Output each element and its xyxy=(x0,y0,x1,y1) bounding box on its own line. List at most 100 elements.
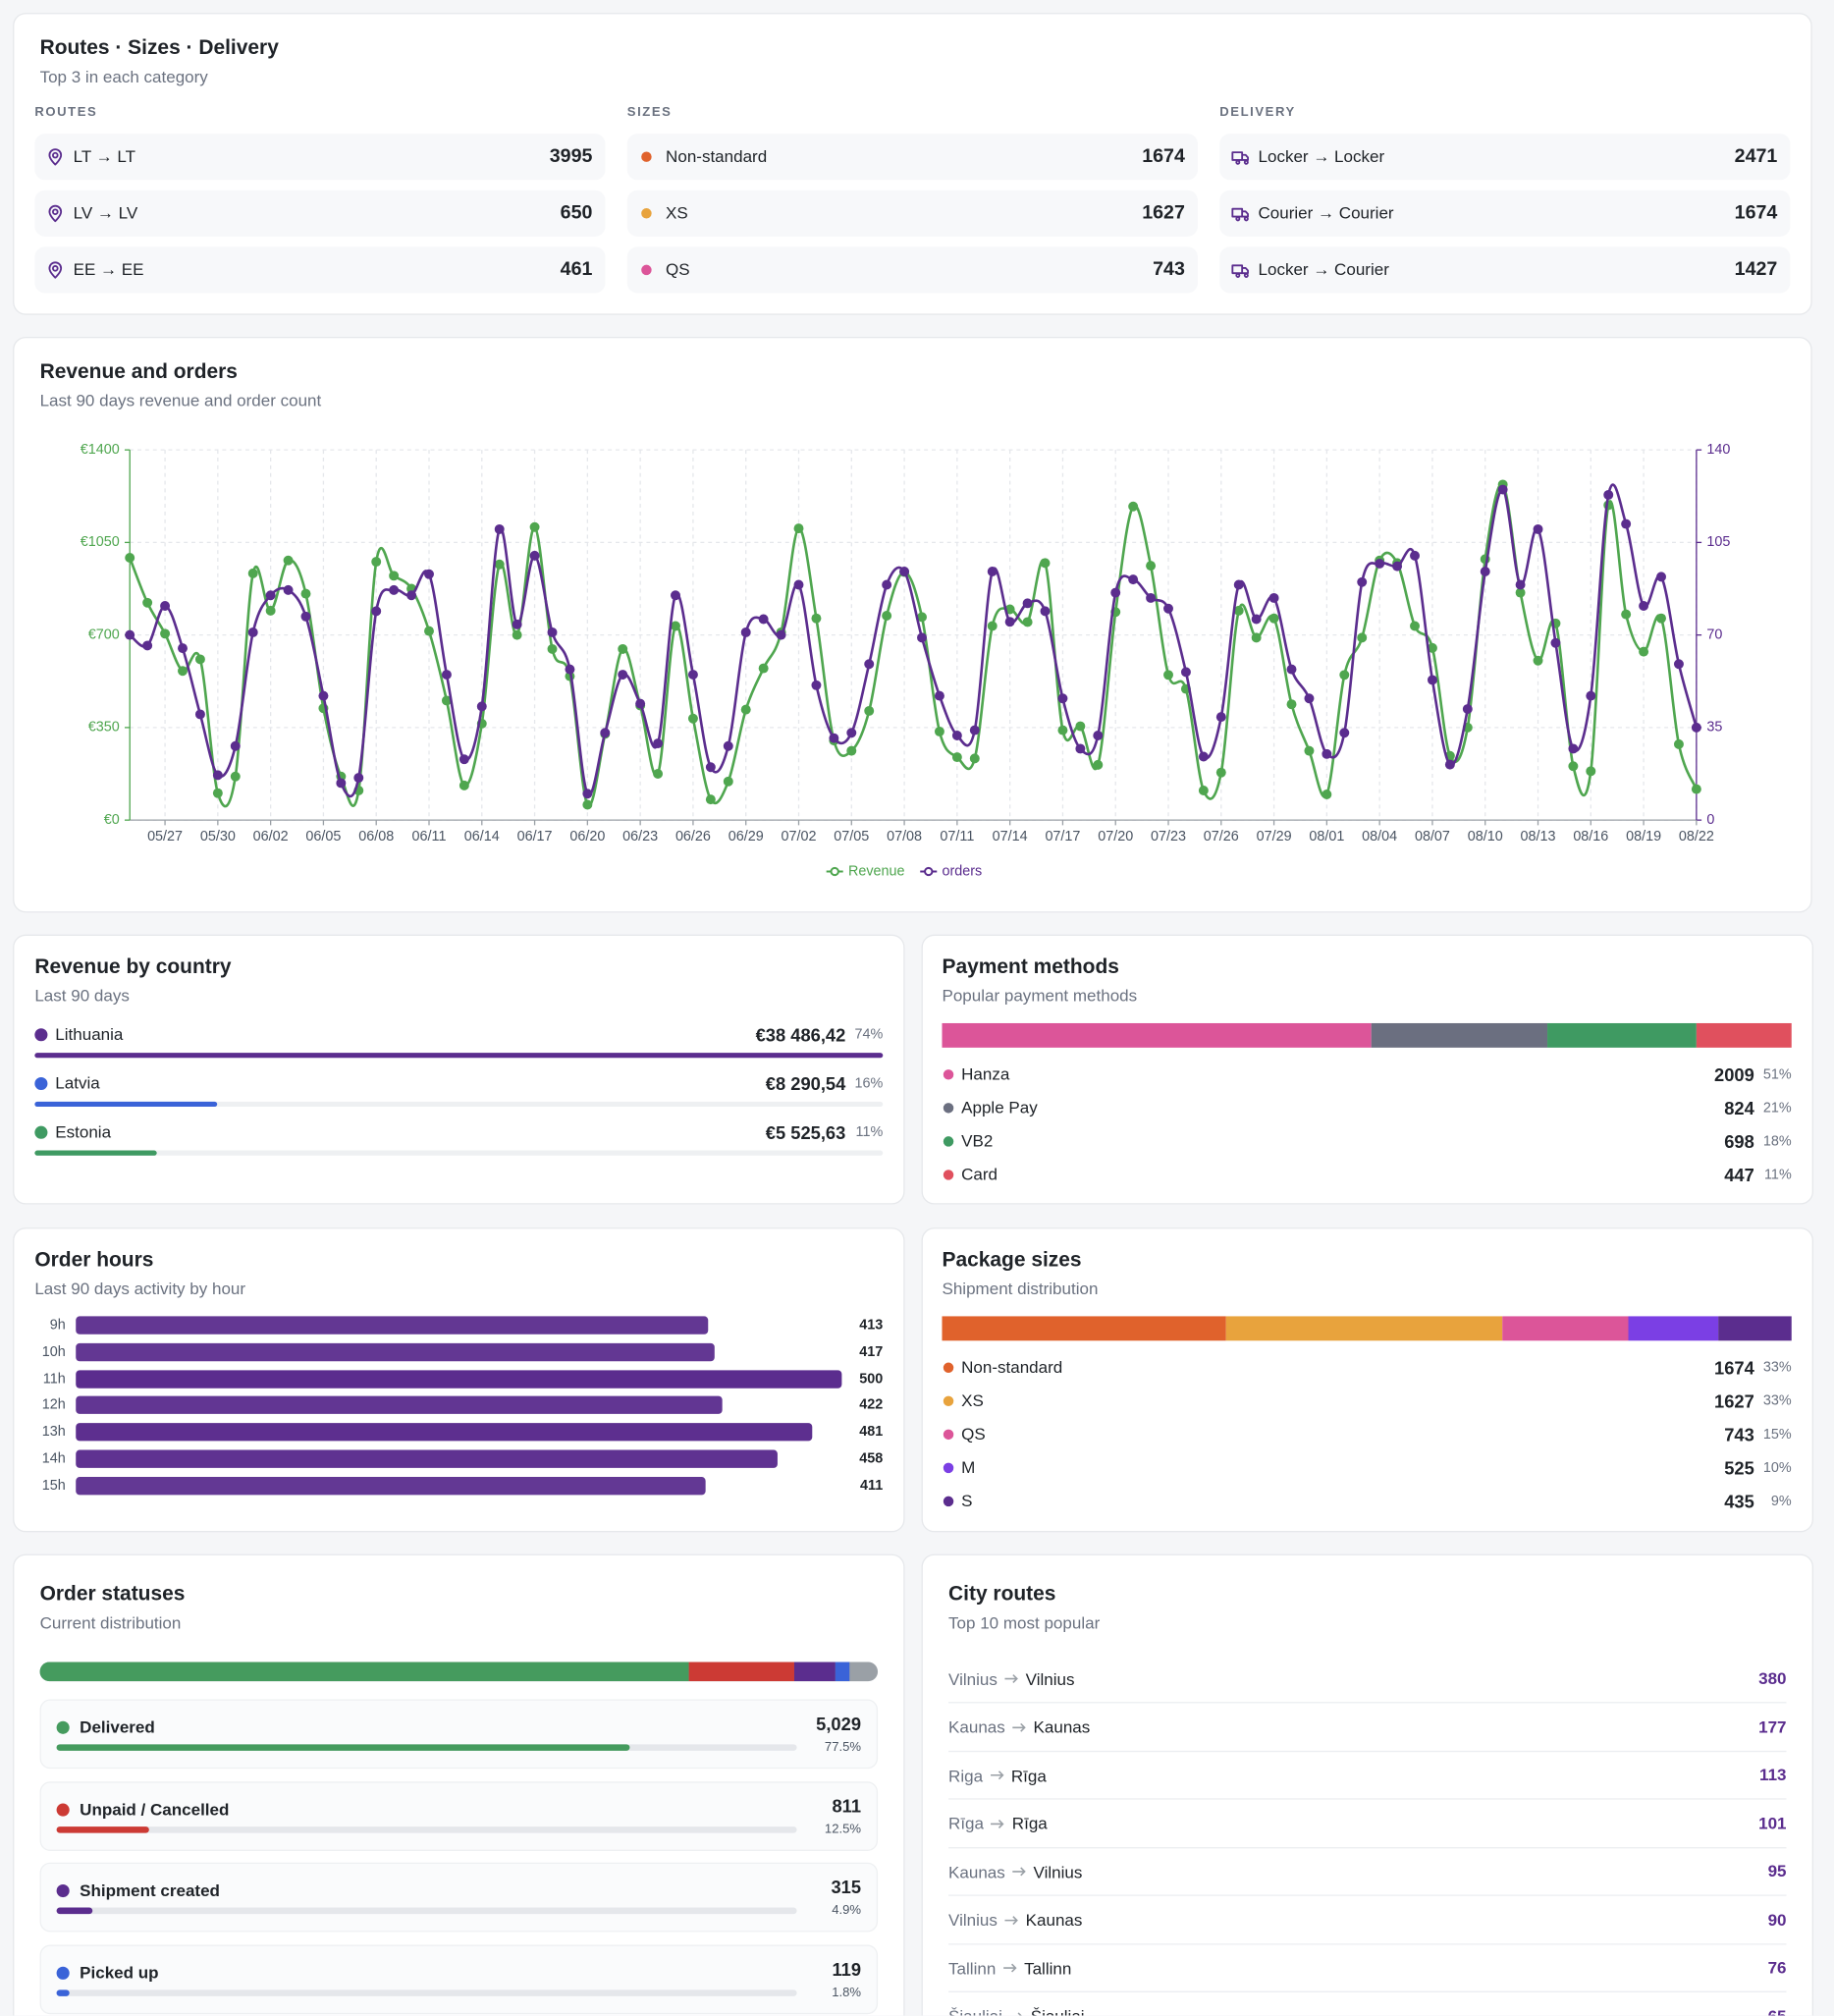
arrow-icon xyxy=(1009,2011,1023,2016)
data-point xyxy=(776,629,786,640)
legend-value: 698 xyxy=(1724,1130,1754,1152)
icon-path xyxy=(1231,207,1249,222)
legend-share: 33% xyxy=(1762,1392,1792,1409)
data-point xyxy=(512,629,522,640)
x-tick-label: 06/08 xyxy=(358,829,394,845)
data-point xyxy=(125,553,135,563)
data-point xyxy=(934,690,944,701)
route-label: Vilnius Vilnius xyxy=(948,1667,1074,1691)
row-separator xyxy=(948,1750,1787,1752)
row-label: EE → EE xyxy=(73,259,144,280)
data-point xyxy=(160,601,171,611)
data-point xyxy=(653,769,664,779)
status-value: 811 xyxy=(832,1795,862,1816)
legend-share: 21% xyxy=(1762,1100,1792,1117)
card-title: Payment methods xyxy=(942,955,1119,979)
data-point xyxy=(406,590,417,601)
route-from: Kaunas xyxy=(948,1716,1005,1737)
hour-bar xyxy=(76,1342,715,1361)
legend-value: 1627 xyxy=(1714,1390,1754,1412)
hour-bar xyxy=(76,1396,723,1415)
data-point xyxy=(1304,745,1315,756)
row-label: LV → LV xyxy=(73,202,138,223)
icon-path xyxy=(1012,1722,1026,1732)
route-to: Kaunas xyxy=(1033,1716,1091,1737)
card-title: Revenue by country xyxy=(34,955,232,979)
data-point xyxy=(300,588,311,599)
row-label: Courier → Courier xyxy=(1258,202,1394,223)
x-tick-label: 07/26 xyxy=(1204,829,1239,845)
data-point xyxy=(1691,722,1701,733)
data-point xyxy=(671,621,680,631)
row-value: 650 xyxy=(560,201,593,224)
card-subtitle: Top 10 most popular xyxy=(948,1612,1101,1633)
series-line xyxy=(129,483,1699,798)
route-to: Vilnius xyxy=(1033,1862,1083,1881)
status-share: 1.8% xyxy=(832,1985,862,2000)
data-point xyxy=(1233,605,1244,616)
x-tick-label: 08/22 xyxy=(1679,829,1714,845)
data-point xyxy=(1146,592,1157,603)
legend-dot xyxy=(34,1028,48,1042)
data-point xyxy=(194,654,205,665)
hour-label: 9h xyxy=(49,1317,66,1334)
row-value: 2471 xyxy=(1734,144,1778,168)
data-point xyxy=(1057,693,1068,704)
legend-dot xyxy=(34,1125,48,1139)
arrow-icon xyxy=(1002,1963,1017,1973)
country-amount: €8 290,54 xyxy=(765,1073,846,1094)
x-tick-label: 07/05 xyxy=(834,829,869,845)
data-point xyxy=(1198,786,1209,795)
data-point xyxy=(793,579,804,590)
data-point xyxy=(987,567,998,576)
data-point xyxy=(1286,699,1297,710)
data-point xyxy=(917,612,927,623)
data-point xyxy=(1375,558,1385,569)
x-tick-label: 07/14 xyxy=(993,829,1028,845)
data-point xyxy=(882,611,892,621)
data-point xyxy=(389,571,400,581)
data-point xyxy=(951,752,962,763)
card-subtitle: Popular payment methods xyxy=(942,986,1138,1006)
card-subtitle: Last 90 days revenue and order count xyxy=(39,390,322,410)
icon-path xyxy=(1231,264,1249,278)
legend-value: 525 xyxy=(1724,1457,1754,1479)
data-point xyxy=(1603,489,1614,500)
status-bar xyxy=(56,1989,71,1996)
data-point xyxy=(1586,766,1596,777)
column-heading: ROUTES xyxy=(34,105,98,120)
row-separator xyxy=(948,1846,1787,1848)
data-point xyxy=(1093,730,1104,740)
stack-segment xyxy=(689,1662,794,1682)
data-point xyxy=(371,557,382,568)
data-point xyxy=(529,550,540,561)
x-tick-label: 06/11 xyxy=(412,829,447,845)
x-tick-label: 06/05 xyxy=(305,829,341,845)
data-point xyxy=(389,584,400,595)
x-tick-label: 07/02 xyxy=(782,829,817,845)
route-to: Tallinn xyxy=(1024,1958,1072,1978)
data-point xyxy=(1093,759,1104,770)
route-value: 95 xyxy=(1767,1861,1787,1881)
row-separator xyxy=(948,1798,1787,1800)
data-point xyxy=(1639,646,1649,657)
status-share: 12.5% xyxy=(824,1822,862,1836)
legend-value: 447 xyxy=(1724,1164,1754,1185)
x-tick-label: 08/16 xyxy=(1573,829,1608,845)
data-point xyxy=(582,789,593,799)
data-point xyxy=(458,780,469,790)
row-label: LT → LT xyxy=(73,146,135,166)
column-heading: DELIVERY xyxy=(1219,105,1296,120)
arrow-icon xyxy=(1012,1722,1026,1732)
column-heading: SIZES xyxy=(626,105,673,120)
data-point xyxy=(1410,550,1420,561)
data-point xyxy=(1550,637,1561,648)
x-tick-label: 07/11 xyxy=(940,829,974,845)
icon-path xyxy=(48,148,63,166)
data-point xyxy=(864,705,875,716)
data-point xyxy=(969,725,980,736)
icon-path xyxy=(48,204,63,223)
legend-share: 33% xyxy=(1762,1359,1792,1376)
